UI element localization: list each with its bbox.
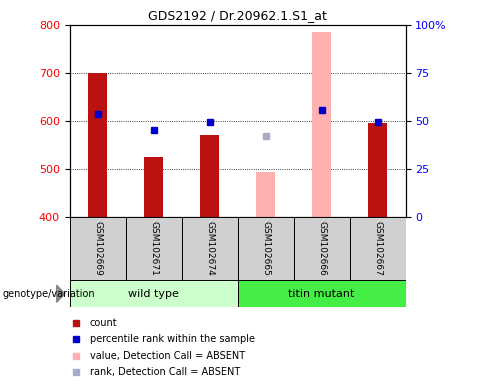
Bar bbox=[144, 157, 163, 217]
Title: GDS2192 / Dr.20962.1.S1_at: GDS2192 / Dr.20962.1.S1_at bbox=[148, 9, 327, 22]
Text: wild type: wild type bbox=[128, 289, 179, 299]
Bar bbox=[368, 123, 387, 217]
Text: GSM102666: GSM102666 bbox=[317, 221, 326, 276]
Bar bbox=[238, 280, 406, 307]
Text: genotype/variation: genotype/variation bbox=[2, 289, 95, 299]
Text: GSM102667: GSM102667 bbox=[373, 221, 382, 276]
Text: rank, Detection Call = ABSENT: rank, Detection Call = ABSENT bbox=[90, 367, 240, 377]
Text: GSM102674: GSM102674 bbox=[205, 221, 214, 276]
Bar bbox=[70, 280, 238, 307]
Text: GSM102671: GSM102671 bbox=[149, 221, 158, 276]
Bar bbox=[294, 217, 349, 280]
Bar bbox=[349, 217, 406, 280]
Text: GSM102665: GSM102665 bbox=[261, 221, 270, 276]
Bar bbox=[312, 32, 331, 217]
Bar bbox=[238, 217, 294, 280]
Text: GSM102669: GSM102669 bbox=[93, 221, 102, 276]
Bar bbox=[256, 172, 276, 217]
Text: count: count bbox=[90, 318, 118, 328]
Bar bbox=[200, 136, 219, 217]
Text: percentile rank within the sample: percentile rank within the sample bbox=[90, 334, 255, 344]
Text: value, Detection Call = ABSENT: value, Detection Call = ABSENT bbox=[90, 351, 245, 361]
Bar bbox=[88, 73, 108, 217]
Bar bbox=[181, 217, 238, 280]
Text: titin mutant: titin mutant bbox=[288, 289, 355, 299]
Bar bbox=[126, 217, 181, 280]
Bar bbox=[70, 217, 126, 280]
